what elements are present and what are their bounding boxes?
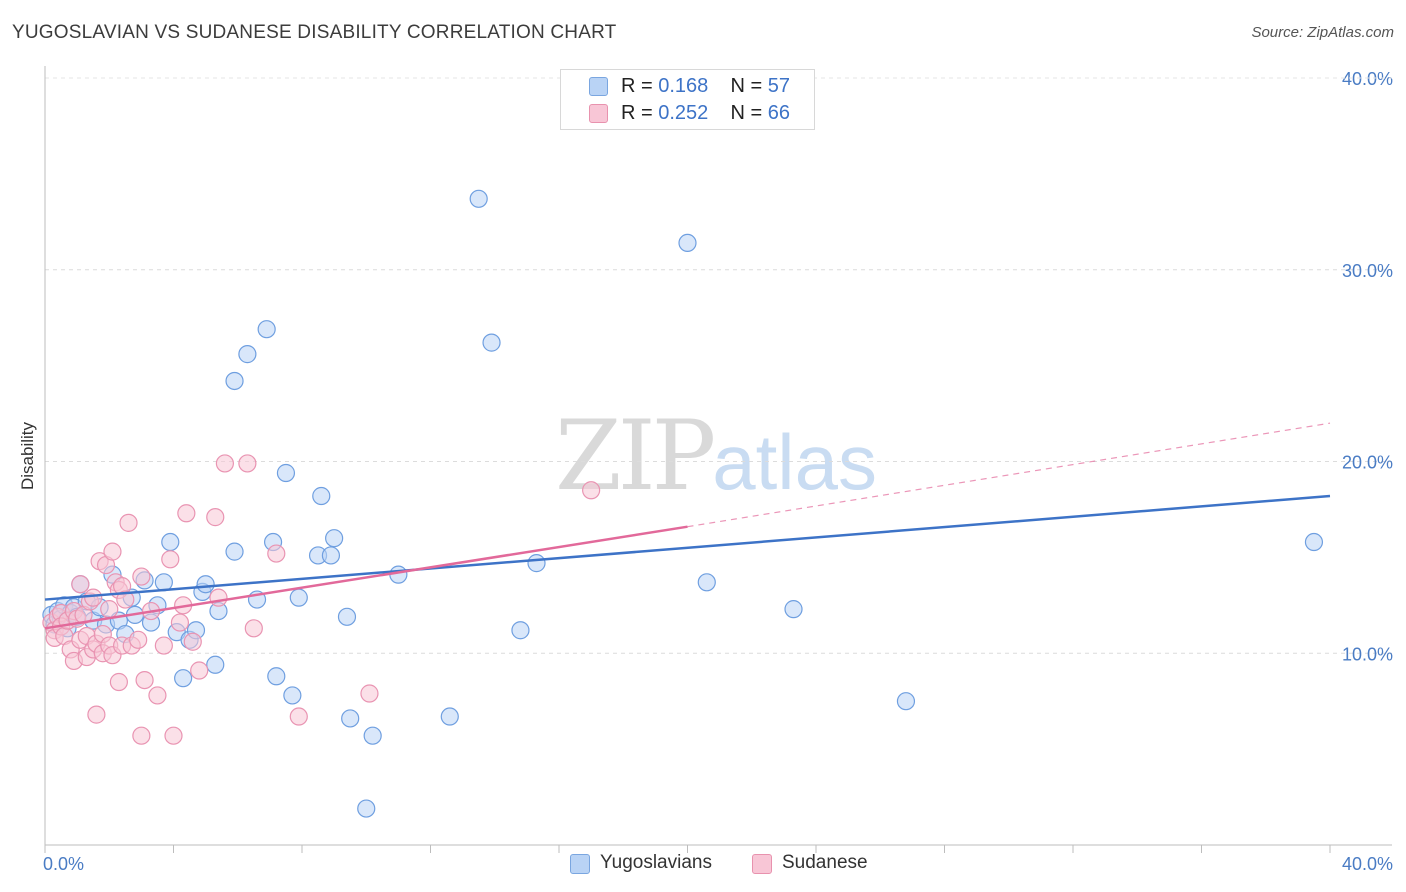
data-point-yugoslavians — [225, 371, 244, 391]
data-point-sudanese — [119, 513, 138, 532]
data-point-yugoslavians — [321, 546, 341, 565]
x-tick-label-min: 0.0% — [43, 854, 84, 874]
data-point-sudanese — [289, 707, 308, 726]
data-point-sudanese — [71, 575, 90, 594]
data-point-yugoslavians — [276, 463, 296, 483]
data-point-sudanese — [582, 481, 601, 500]
data-point-yugoslavians — [341, 709, 360, 728]
data-point-yugoslavians — [896, 692, 916, 711]
data-point-sudanese — [132, 726, 151, 745]
source-label: Source: ZipAtlas.com — [1251, 24, 1394, 41]
data-point-sudanese — [190, 661, 209, 680]
data-point-yugoslavians — [482, 333, 501, 352]
trend-line-yugoslavians — [44, 494, 1331, 601]
correlation-legend: R = 0.168 N = 57 R = 0.252 N = 66 — [560, 69, 815, 130]
data-point-sudanese — [267, 544, 286, 563]
data-point-sudanese — [132, 567, 151, 586]
bottom-legend-swatch-sudanese — [752, 854, 772, 874]
data-point-sudanese — [154, 636, 173, 655]
legend-n-label: N = — [730, 75, 763, 97]
data-point-yugoslavians — [238, 345, 257, 364]
data-point-yugoslavians — [363, 726, 382, 745]
data-point-sudanese — [109, 672, 128, 692]
data-point-sudanese — [100, 600, 119, 619]
data-point-yugoslavians — [283, 686, 302, 705]
legend-swatch-yugoslavians — [589, 77, 608, 96]
data-point-yugoslavians — [257, 320, 276, 339]
legend-n-value: 66 — [767, 102, 791, 124]
data-point-yugoslavians — [1304, 532, 1324, 552]
legend-r-value: 0.168 — [658, 75, 709, 97]
data-point-sudanese — [164, 726, 183, 745]
data-point-sudanese — [209, 588, 228, 607]
data-point-yugoslavians — [357, 799, 376, 818]
data-point-yugoslavians — [527, 554, 546, 573]
data-point-sudanese — [177, 504, 196, 523]
data-point-sudanese — [135, 670, 154, 690]
data-point-sudanese — [103, 542, 122, 561]
data-point-yugoslavians — [206, 655, 225, 674]
y-tick-label: 10.0% — [1342, 644, 1393, 664]
bottom-legend-label: Sudanese — [782, 852, 868, 873]
data-point-yugoslavians — [312, 486, 331, 506]
data-point-yugoslavians — [267, 667, 286, 686]
data-point-sudanese — [183, 632, 202, 651]
legend-swatch-sudanese — [589, 104, 608, 123]
watermark: ZIPatlas — [555, 400, 877, 512]
data-point-yugoslavians — [784, 600, 803, 619]
chart-title: YUGOSLAVIAN VS SUDANESE DISABILITY CORRE… — [12, 22, 617, 43]
data-point-yugoslavians — [161, 532, 180, 552]
data-point-yugoslavians — [678, 233, 697, 253]
data-point-yugoslavians — [325, 529, 344, 548]
legend-r-value: 0.252 — [658, 102, 709, 124]
watermark-atlas: atlas — [712, 418, 877, 506]
data-point-sudanese — [360, 684, 379, 703]
legend-r-label: R = — [621, 102, 653, 124]
data-point-yugoslavians — [174, 669, 193, 688]
data-point-sudanese — [116, 590, 135, 609]
data-point-sudanese — [206, 508, 225, 527]
legend-r-label: R = — [621, 75, 653, 97]
data-point-sudanese — [148, 686, 167, 705]
data-point-sudanese — [170, 613, 190, 632]
data-point-yugoslavians — [469, 189, 488, 208]
data-point-sudanese — [215, 454, 234, 473]
trend-line-sudanese — [44, 525, 688, 630]
data-point-yugoslavians — [440, 707, 459, 726]
data-point-sudanese — [87, 705, 106, 724]
trend-line-extension-sudanese — [687, 422, 1331, 528]
data-point-sudanese — [84, 588, 103, 607]
data-point-sudanese — [129, 630, 148, 649]
legend-n-value: 57 — [767, 75, 791, 97]
y-tick-label: 40.0% — [1342, 69, 1393, 89]
legend-n-label: N = — [730, 102, 763, 124]
bottom-legend-swatch-yugoslavians — [570, 854, 590, 874]
watermark-zip: ZIP — [555, 400, 716, 512]
data-point-yugoslavians — [225, 542, 244, 561]
data-point-sudanese — [244, 619, 263, 638]
data-point-yugoslavians — [337, 607, 357, 626]
data-point-yugoslavians — [697, 573, 716, 592]
x-tick-label-max: 40.0% — [1342, 854, 1393, 874]
data-point-sudanese — [161, 550, 180, 569]
y-tick-label: 30.0% — [1342, 261, 1393, 281]
y-tick-label: 20.0% — [1342, 453, 1393, 473]
data-point-yugoslavians — [511, 621, 530, 640]
data-point-yugoslavians — [196, 575, 215, 594]
data-point-sudanese — [238, 454, 257, 473]
bottom-legend-label: Yugoslavians — [600, 852, 712, 873]
data-point-yugoslavians — [289, 588, 308, 607]
